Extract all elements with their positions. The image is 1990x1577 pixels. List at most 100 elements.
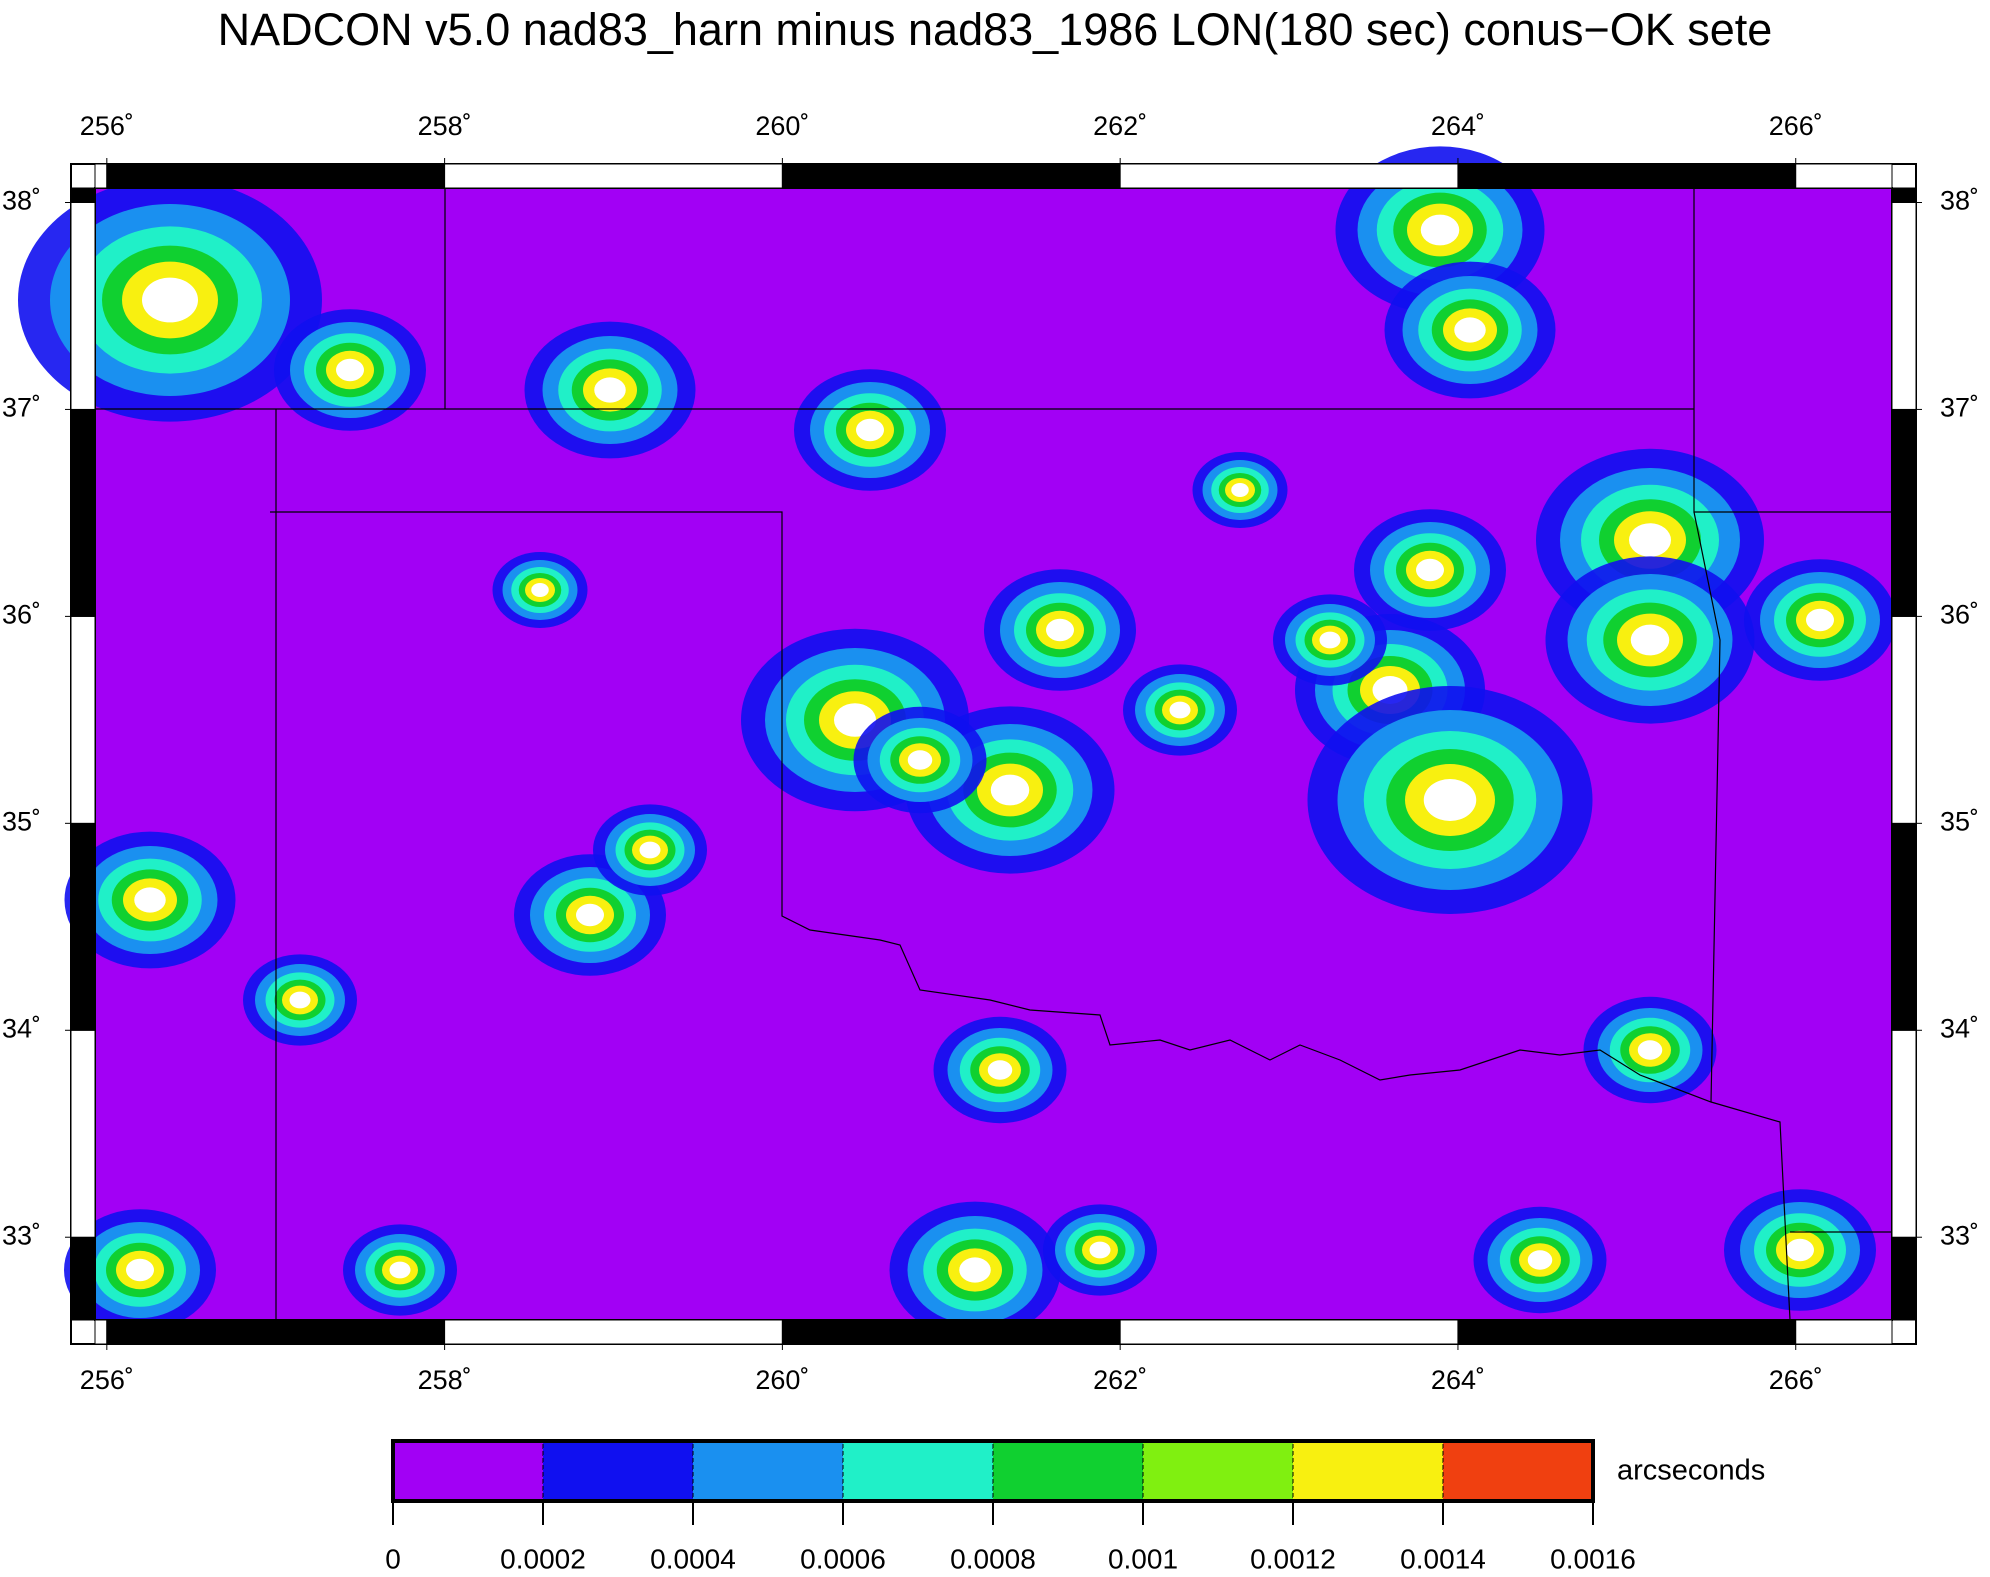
raster-patch: [1527, 1250, 1553, 1270]
colorbar-band: [1142, 1440, 1294, 1502]
raster-patch: [1420, 214, 1460, 246]
frame-band: [106, 163, 446, 189]
colorbar-band: [1442, 1440, 1594, 1502]
y-tick-label: 38˚: [2, 186, 41, 216]
frame-band: [1891, 187, 1917, 203]
x-tick-label: 264˚: [1431, 111, 1485, 141]
raster-patch: [1169, 701, 1191, 719]
colorbar: 0 0.0002 0.0004 0.0006 0.0008 0.001 0.0012 0.00…: [385, 1439, 1765, 1574]
x-tick-label: 258˚: [418, 1365, 472, 1395]
border: [270, 511, 1791, 1321]
colorbar-tick-label: 0.0004: [650, 1543, 736, 1572]
raster-patch: [389, 1261, 411, 1279]
x-tick-label: 264˚: [1431, 1365, 1485, 1395]
frame-band: [70, 1236, 96, 1321]
raster-patch: [1231, 483, 1249, 497]
raster-patch: [990, 774, 1030, 806]
colorbar-band: [992, 1440, 1144, 1502]
frame-band: [70, 615, 96, 824]
raster-patch: [1786, 1238, 1814, 1262]
colorbar-tick-label: 0.0002: [500, 1543, 586, 1572]
frame-band: [781, 1319, 1121, 1345]
colorbar-label: arcseconds: [1617, 1455, 1765, 1487]
x-tick-label: 256˚: [80, 1365, 134, 1395]
frame-band: [1891, 615, 1917, 824]
raster-patch: [959, 1257, 991, 1283]
frame-band: [444, 1319, 783, 1345]
colorbar-band: [842, 1440, 994, 1502]
y-tick-label: 36˚: [2, 600, 41, 630]
raster-patch: [1416, 558, 1444, 582]
colorbar-tick-label: 0.0016: [1550, 1543, 1636, 1572]
frame-band: [1119, 163, 1459, 189]
y-tick-label: 38˚: [1940, 186, 1979, 216]
map-title: NADCON v5.0 nad83_harn minus nad83_1986 …: [218, 4, 1773, 55]
x-tick-label: 262˚: [1093, 1365, 1147, 1395]
raster-patch: [856, 418, 884, 442]
x-tick-label: 266˚: [1769, 1365, 1823, 1395]
x-tick-label: 258˚: [418, 111, 472, 141]
frame-band: [1119, 1319, 1459, 1345]
raster-patch: [1046, 618, 1074, 642]
raster-patch: [1806, 608, 1834, 632]
y-tick-label: 35˚: [2, 806, 41, 836]
x-tick-label: 262˚: [1093, 111, 1147, 141]
colorbar-tick-label: 0.001: [1108, 1543, 1178, 1572]
map-frame: 256˚ 256˚ 258˚ 258˚ 260˚ 260˚ 262˚ 262˚ 264˚ 264˚…: [2, 111, 1979, 1395]
colorbar-tick-label: 0.0014: [1400, 1543, 1486, 1572]
colorbar-band: [692, 1440, 844, 1502]
frame-band: [70, 408, 96, 617]
raster-patch: [1454, 317, 1486, 343]
x-tick-label: 260˚: [755, 1365, 809, 1395]
frame-band: [1457, 163, 1797, 189]
frame-band: [444, 163, 783, 189]
frame-band: [1891, 201, 1917, 410]
raster-patch: [531, 583, 549, 597]
raster-patch: [142, 277, 198, 323]
colorbar-tick-label: 0: [385, 1543, 401, 1572]
raster-patch: [576, 903, 604, 927]
raster-patch: [1630, 624, 1670, 656]
frame-band: [1891, 1029, 1917, 1238]
frame-band: [1795, 163, 1893, 189]
colorbar-tick-label: 0.0006: [800, 1543, 886, 1572]
frame-band: [781, 163, 1121, 189]
frame-band: [70, 1029, 96, 1238]
raster-patch: [1629, 523, 1671, 557]
colorbar-band: [542, 1440, 694, 1502]
raster-patch: [639, 841, 661, 859]
raster-patch: [594, 377, 626, 403]
y-tick-label: 36˚: [1940, 600, 1979, 630]
y-tick-label: 33˚: [1940, 1220, 1979, 1250]
colorbar-band: [392, 1440, 544, 1502]
frame-band: [70, 201, 96, 410]
y-tick-label: 37˚: [1940, 393, 1979, 423]
y-tick-label: 33˚: [2, 1220, 41, 1250]
colorbar-band: [1292, 1440, 1444, 1502]
frame-band: [106, 1319, 446, 1345]
y-tick-label: 37˚: [2, 393, 41, 423]
raster-patch: [1637, 1040, 1663, 1060]
frame-band: [70, 187, 96, 203]
raster-patch: [336, 358, 364, 382]
frame-band: [1457, 1319, 1797, 1345]
y-tick-label: 34˚: [2, 1013, 41, 1043]
frame-band: [70, 822, 96, 1031]
raster-patch: [987, 1060, 1013, 1080]
frame-band: [1795, 1319, 1893, 1345]
raster-patch: [834, 703, 876, 737]
raster-patch: [289, 991, 311, 1009]
frame-band: [94, 1319, 108, 1345]
frame-band: [1891, 1236, 1917, 1321]
border: [1693, 511, 1721, 1103]
frame-band: [1891, 822, 1917, 1031]
raster-patch: [1089, 1241, 1111, 1259]
x-tick-label: 266˚: [1769, 111, 1823, 141]
x-tick-label: 256˚: [80, 111, 134, 141]
frame-band: [1891, 408, 1917, 617]
raster-patch: [1319, 631, 1341, 649]
raster-patch: [907, 750, 933, 770]
colorbar-tick-label: 0.0008: [950, 1543, 1036, 1572]
raster-patch: [1423, 779, 1477, 821]
